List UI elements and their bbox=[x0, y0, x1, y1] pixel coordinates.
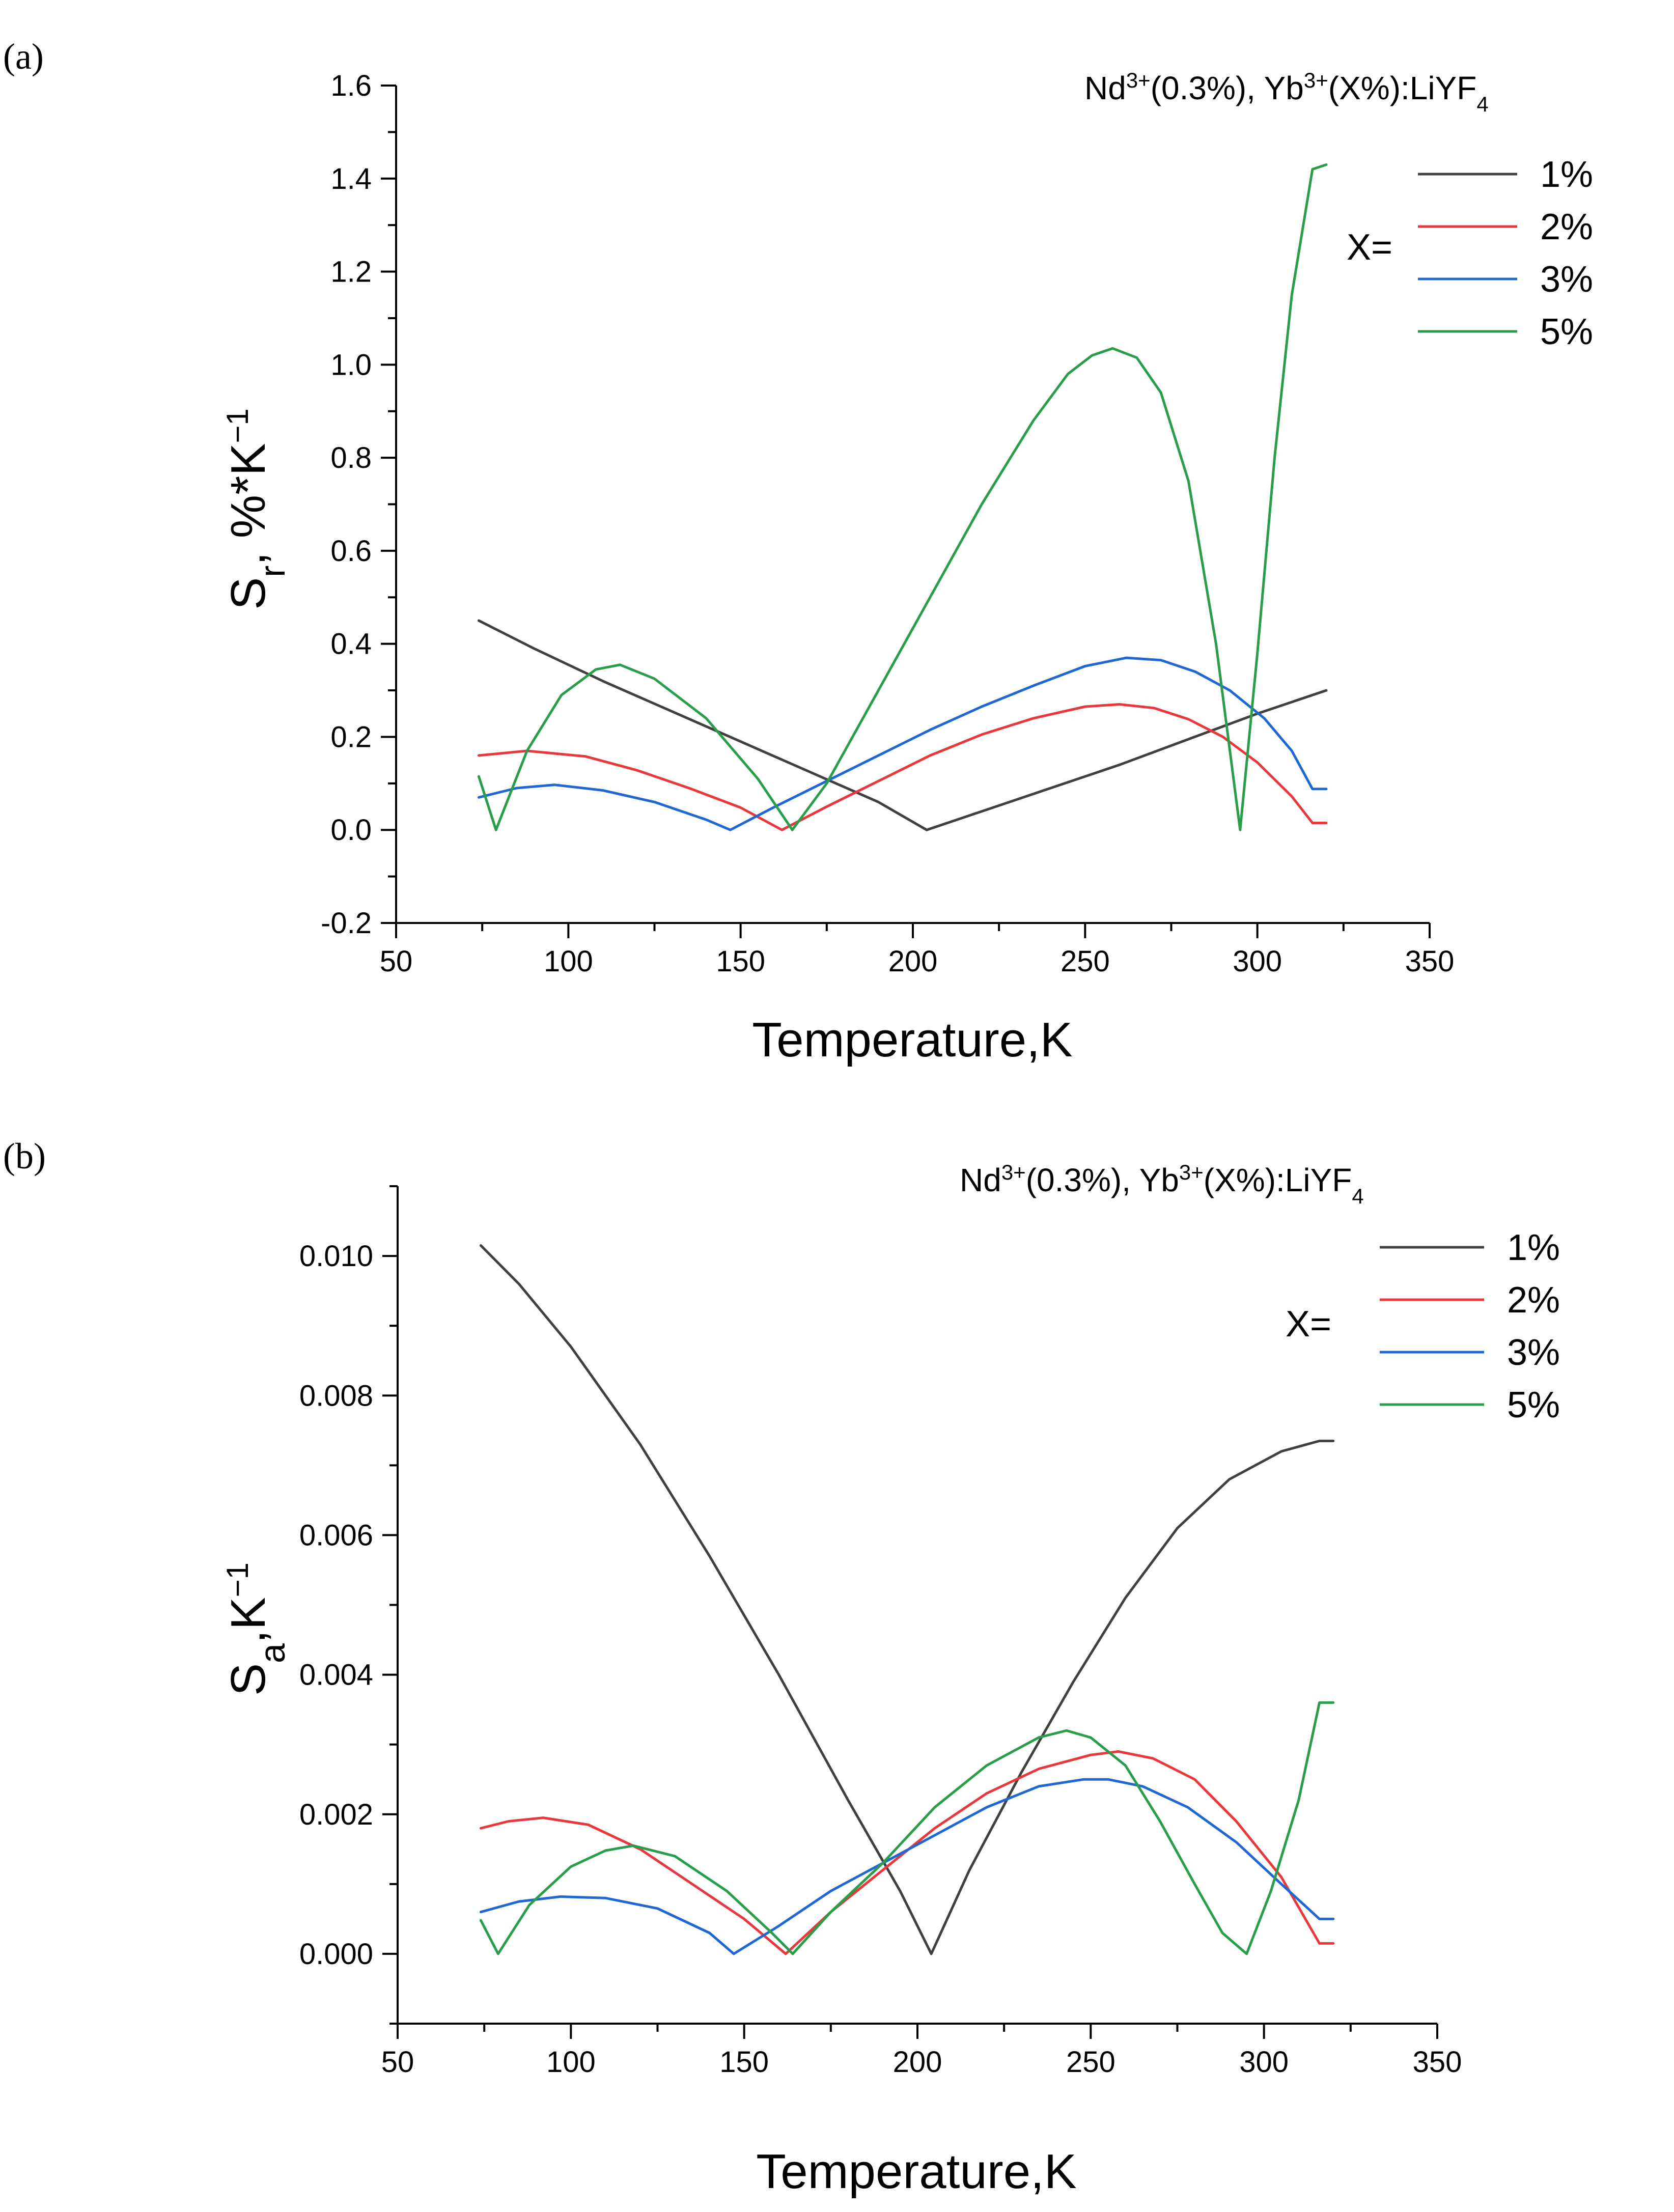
x-tick-label: 200 bbox=[893, 2046, 942, 2079]
panel-a-legend: X= 1% 2% 3% 5% bbox=[1347, 154, 1593, 352]
legend-prefix: X= bbox=[1347, 227, 1392, 268]
x-tick-label: 350 bbox=[1413, 2046, 1462, 2079]
x-tick-label: 50 bbox=[381, 2046, 414, 2079]
x-tick-label: 250 bbox=[1061, 945, 1110, 978]
y-tick-label: 0.000 bbox=[299, 1938, 373, 1971]
panel-b-series bbox=[479, 1244, 1335, 1955]
series-line-3pct bbox=[477, 656, 1328, 831]
x-tick-label: 150 bbox=[716, 945, 765, 978]
y-tick-label: 1.0 bbox=[330, 348, 372, 381]
panel-a-y-axis-title: Sr, %*K−1 bbox=[220, 408, 293, 610]
x-tick-label: 150 bbox=[719, 2046, 769, 2079]
y-tick-label: 0.8 bbox=[330, 441, 372, 474]
panel-b-axes: 50 100 150 200 250 300 350 0.000 0.002 0.004 0.006… bbox=[299, 1185, 1462, 2079]
x-tick-label: 100 bbox=[544, 945, 593, 978]
x-tick-label: 350 bbox=[1405, 945, 1455, 978]
y-tick-label: 0.008 bbox=[299, 1379, 373, 1412]
x-tick-label: 200 bbox=[888, 945, 938, 978]
y-tick-label: 1.4 bbox=[330, 162, 372, 195]
y-tick-label: 0.004 bbox=[299, 1659, 373, 1692]
panel-b-title: Nd3+(0.3%), Yb3+(X%):LiYF4 bbox=[960, 1160, 1364, 1208]
series-line-2pct bbox=[477, 703, 1328, 831]
x-tick-label: 50 bbox=[380, 945, 413, 978]
y-tick-label: 0.4 bbox=[330, 628, 372, 661]
panel-b-label: (b) bbox=[3, 1136, 46, 1177]
y-tick-label: 0.0 bbox=[330, 814, 372, 847]
legend-label: 2% bbox=[1507, 1280, 1560, 1321]
panel-a: (a) Nd3+(0.3%), Yb3+(X%):LiYF4 50 100 150 2… bbox=[3, 36, 1593, 1067]
legend-label: 5% bbox=[1540, 312, 1593, 352]
legend-label: 3% bbox=[1507, 1332, 1560, 1373]
y-tick-label: 0.010 bbox=[299, 1240, 373, 1273]
panel-a-series bbox=[477, 163, 1328, 831]
series-line-1pct bbox=[477, 619, 1328, 831]
y-tick-label: 0.6 bbox=[330, 535, 372, 568]
x-tick-label: 300 bbox=[1239, 2046, 1289, 2079]
y-tick-label: 0.006 bbox=[299, 1519, 373, 1552]
panel-a-label: (a) bbox=[3, 36, 44, 77]
series-line-3pct bbox=[479, 1778, 1335, 1955]
y-tick-label: 0.2 bbox=[330, 720, 372, 753]
panel-a-axes: 50 100 150 200 250 300 350 -0.2 0.0 0.2 0.4 0.6 0.8 1… bbox=[321, 69, 1454, 978]
y-tick-label: 0.002 bbox=[299, 1798, 373, 1831]
x-tick-label: 250 bbox=[1066, 2046, 1115, 2079]
legend-label: 1% bbox=[1540, 154, 1593, 195]
panel-b-y-axis-title: Sa,K−1 bbox=[220, 1562, 293, 1696]
panel-b-legend: X= 1% 2% 3% 5% bbox=[1286, 1227, 1560, 1425]
legend-label: 3% bbox=[1540, 259, 1593, 300]
series-line-5pct bbox=[479, 1701, 1335, 1955]
series-line-2pct bbox=[479, 1750, 1335, 1955]
x-tick-label: 300 bbox=[1233, 945, 1282, 978]
y-tick-label: -0.2 bbox=[321, 907, 372, 940]
x-tick-label: 100 bbox=[546, 2046, 596, 2079]
panel-a-x-axis-title: Temperature,K bbox=[752, 1013, 1073, 1067]
legend-label: 2% bbox=[1540, 207, 1593, 247]
panel-b-x-axis-title: Temperature,K bbox=[756, 2144, 1077, 2199]
legend-label: 1% bbox=[1507, 1227, 1560, 1268]
panel-a-title: Nd3+(0.3%), Yb3+(X%):LiYF4 bbox=[1084, 68, 1489, 116]
legend-label: 5% bbox=[1507, 1385, 1560, 1425]
legend-prefix: X= bbox=[1286, 1304, 1331, 1345]
series-line-5pct bbox=[477, 163, 1328, 831]
panel-b: (b) Nd3+(0.3%), Yb3+(X%):LiYF4 50 100 150 2… bbox=[3, 1136, 1560, 2199]
y-tick-label: 1.2 bbox=[330, 256, 372, 289]
y-tick-label: 1.6 bbox=[330, 69, 372, 102]
series-line-1pct bbox=[479, 1244, 1335, 1955]
